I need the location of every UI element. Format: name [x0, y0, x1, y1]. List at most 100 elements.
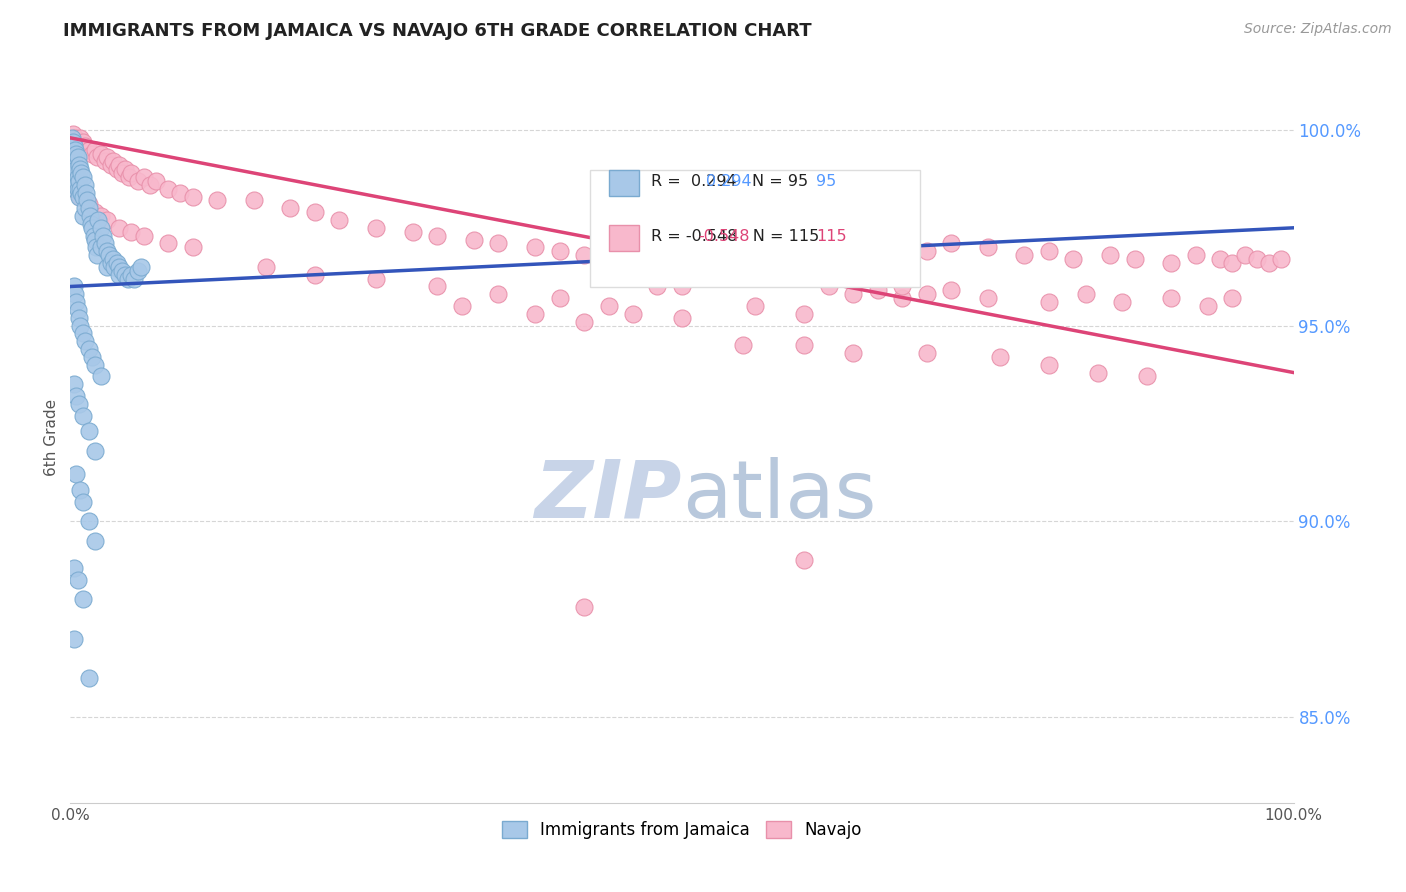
Point: [647, 256, 669, 270]
Point: [67, 174, 90, 188]
Text: 95: 95: [817, 174, 837, 188]
Point: [73, 201, 96, 215]
Bar: [609, 225, 640, 251]
Point: [79, 209, 101, 223]
Point: [65, 295, 87, 310]
Point: [76, 194, 98, 208]
Point: [93, 236, 115, 251]
Text: R =  0.294   N = 95: R = 0.294 N = 95: [651, 174, 808, 188]
Point: [939, 284, 962, 298]
Point: [145, 174, 167, 188]
Point: [304, 205, 326, 219]
Point: [105, 162, 128, 177]
Point: [91, 228, 114, 243]
Point: [129, 260, 152, 274]
Point: [121, 268, 143, 282]
Point: [75, 186, 97, 200]
Point: [1038, 295, 1060, 310]
Point: [1184, 248, 1206, 262]
Point: [93, 154, 115, 169]
Text: Source: ZipAtlas.com: Source: ZipAtlas.com: [1244, 22, 1392, 37]
Point: [69, 483, 91, 497]
Legend: Immigrants from Jamaica, Navajo: Immigrants from Jamaica, Navajo: [495, 814, 869, 846]
Point: [939, 236, 962, 251]
Point: [65, 178, 87, 192]
Point: [90, 240, 112, 254]
Point: [66, 135, 89, 149]
Point: [66, 150, 89, 164]
Point: [63, 150, 86, 164]
Point: [117, 271, 139, 285]
Point: [65, 389, 87, 403]
Point: [1111, 295, 1133, 310]
Text: IMMIGRANTS FROM JAMAICA VS NAVAJO 6TH GRADE CORRELATION CHART: IMMIGRANTS FROM JAMAICA VS NAVAJO 6TH GR…: [63, 22, 811, 40]
Point: [1197, 299, 1219, 313]
Point: [72, 209, 94, 223]
Point: [62, 162, 84, 177]
Point: [101, 252, 124, 266]
Point: [100, 158, 122, 172]
Point: [169, 186, 191, 200]
Point: [114, 268, 136, 282]
Point: [572, 248, 595, 262]
Point: [63, 143, 86, 157]
Point: [1246, 252, 1268, 266]
Point: [817, 279, 839, 293]
Point: [1074, 287, 1097, 301]
Point: [77, 143, 100, 157]
Point: [63, 561, 86, 575]
Point: [915, 287, 938, 301]
Point: [83, 233, 105, 247]
Point: [842, 346, 865, 360]
Point: [83, 443, 105, 458]
Point: [108, 260, 131, 274]
Point: [62, 146, 84, 161]
Point: [1087, 366, 1109, 380]
Point: [744, 299, 766, 313]
Point: [915, 244, 938, 259]
Point: [63, 169, 86, 184]
Point: [77, 424, 100, 438]
Point: [69, 189, 91, 203]
Point: [1160, 291, 1182, 305]
Point: [450, 299, 472, 313]
Point: [96, 150, 118, 164]
Point: [66, 182, 89, 196]
Point: [62, 150, 84, 164]
Point: [842, 287, 865, 301]
Point: [426, 279, 449, 293]
Point: [720, 268, 742, 282]
Point: [108, 158, 131, 172]
Point: [62, 135, 84, 149]
Point: [114, 162, 136, 177]
Point: [524, 240, 547, 254]
Text: R = -0.548   N = 115: R = -0.548 N = 115: [651, 229, 820, 244]
Point: [127, 174, 149, 188]
Point: [572, 600, 595, 615]
Point: [73, 178, 96, 192]
Text: 0.294: 0.294: [706, 174, 752, 188]
Point: [205, 194, 228, 208]
Point: [90, 369, 112, 384]
Point: [1099, 248, 1122, 262]
Point: [63, 279, 86, 293]
Point: [62, 154, 84, 169]
Point: [77, 671, 100, 685]
Point: [769, 233, 792, 247]
Point: [610, 252, 633, 266]
Point: [1220, 291, 1243, 305]
Point: [83, 205, 105, 219]
Point: [83, 533, 105, 548]
Point: [72, 409, 94, 423]
Point: [70, 166, 93, 180]
Point: [132, 228, 155, 243]
Point: [548, 244, 571, 259]
Point: [243, 194, 266, 208]
Point: [548, 291, 571, 305]
Point: [83, 143, 105, 157]
Point: [463, 233, 485, 247]
Point: [66, 302, 89, 317]
Point: [96, 260, 118, 274]
Point: [82, 146, 104, 161]
Point: [111, 166, 134, 180]
